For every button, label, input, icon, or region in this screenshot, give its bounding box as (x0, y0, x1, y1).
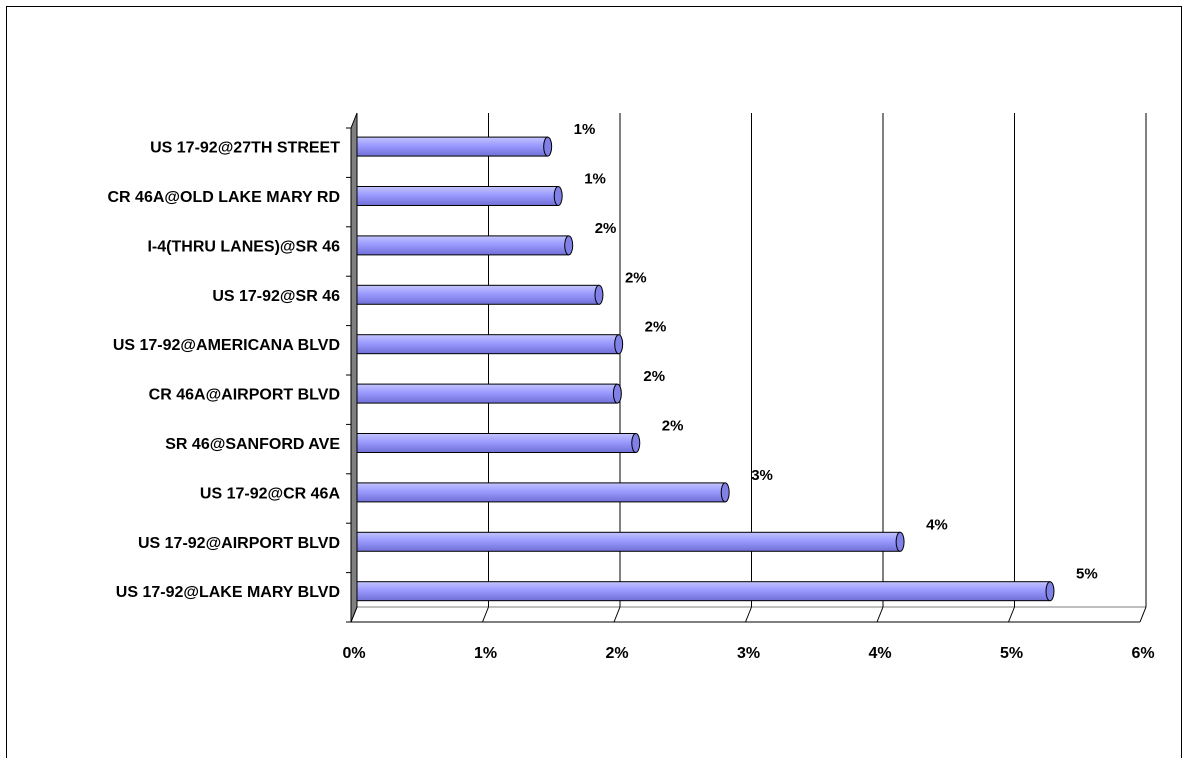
chart-frame (6, 6, 1182, 758)
bar-end-cap (594, 284, 604, 305)
bar-end-cap (614, 334, 624, 355)
x-tick-label: 6% (1131, 645, 1154, 662)
x-axis: 0% 1% 2% 3% 4% 5% 6% (342, 645, 1154, 662)
bar (356, 185, 559, 206)
data-label: 2% (645, 319, 667, 336)
data-label: 2% (662, 417, 684, 434)
category-label: I-4(THRU LANES)@SR 46 (147, 238, 340, 255)
x-tick-label: 2% (605, 645, 628, 662)
category-label: US 17-92@LAKE MARY BLVD (116, 584, 340, 601)
category-label: US 17-92@AIRPORT BLVD (138, 535, 340, 552)
data-label: 2% (643, 368, 665, 385)
data-labels: 1% 1% 2% 2% 2% 2% 2% 3% 4% 5% (574, 121, 1098, 583)
floor-depth-line (482, 606, 489, 623)
category-label: US 17-92@27TH STREET (150, 140, 340, 157)
bar (356, 383, 618, 404)
floor-depth-line (613, 606, 621, 623)
bar-end-cap (553, 185, 563, 206)
bar (356, 136, 549, 157)
data-label: 5% (1076, 566, 1098, 583)
category-labels: US 17-92@27TH STREET CR 46A@OLD LAKE MARY… (107, 140, 340, 602)
category-label: US 17-92@CR 46A (200, 485, 341, 502)
x-tick-label: 4% (868, 645, 891, 662)
x-tick-label: 3% (737, 645, 760, 662)
bar (356, 432, 637, 453)
bar-end-cap (720, 482, 730, 503)
category-label: CR 46A@AIRPORT BLVD (149, 387, 340, 404)
data-label: 3% (751, 467, 773, 484)
axis-wall (346, 112, 1146, 623)
x-tick-label: 1% (474, 645, 497, 662)
bars (356, 136, 1055, 602)
bar (356, 482, 726, 503)
data-label: 1% (574, 121, 596, 138)
bar-end-cap (895, 531, 905, 552)
floor-depth-line (876, 606, 884, 623)
category-label: SR 46@SANFORD AVE (165, 436, 340, 453)
floor-depth-line (1008, 606, 1015, 623)
bar-end-cap (1045, 581, 1055, 602)
floor-depth-line (745, 606, 752, 623)
category-label: US 17-92@SR 46 (212, 288, 340, 305)
category-label: US 17-92@AMERICANA BLVD (113, 337, 340, 354)
left-wall (350, 112, 358, 623)
bar (356, 284, 600, 305)
data-label: 2% (625, 269, 647, 286)
x-tick-label: 5% (1000, 645, 1023, 662)
bar-end-cap (631, 432, 641, 453)
bar-end-cap (612, 383, 622, 404)
bar-end-cap (543, 136, 553, 157)
floor-depth-line (1139, 606, 1147, 623)
data-label: 1% (584, 170, 606, 187)
bar (356, 581, 1051, 602)
bar (356, 235, 570, 256)
bar (356, 334, 620, 355)
bar-end-cap (564, 235, 574, 256)
category-label: CR 46A@OLD LAKE MARY RD (107, 189, 340, 206)
x-tick-label: 0% (342, 645, 365, 662)
bar (356, 531, 901, 552)
data-label: 2% (595, 220, 617, 237)
data-label: 4% (926, 516, 948, 533)
